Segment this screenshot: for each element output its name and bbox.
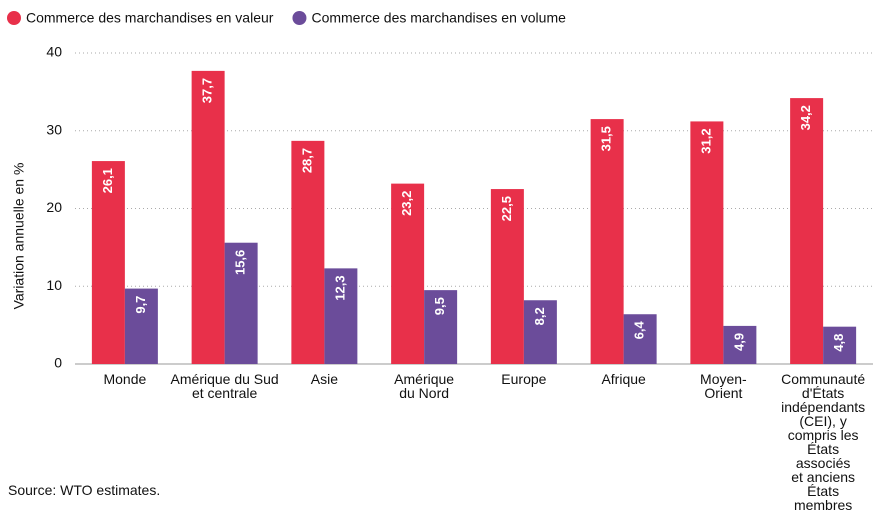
bar — [823, 326, 857, 364]
x-tick-label: Afrique — [601, 371, 646, 387]
data-label: 31,2 — [698, 128, 713, 153]
data-label: 31,5 — [599, 126, 614, 151]
legend-swatch — [292, 11, 307, 25]
source: Source: WTO estimates. — [8, 482, 161, 498]
data-label: 37,7 — [200, 78, 215, 103]
bar — [790, 98, 824, 364]
bar — [723, 325, 757, 364]
y-tick-label: 20 — [46, 199, 62, 215]
data-label: 15,6 — [233, 250, 248, 275]
data-label: 23,2 — [399, 191, 414, 216]
bar — [291, 140, 325, 364]
x-tick-label: Europe — [501, 371, 547, 387]
bar — [324, 268, 358, 364]
data-label: 8,2 — [532, 307, 547, 325]
bar — [623, 314, 657, 364]
bar — [690, 121, 724, 364]
bar — [590, 119, 624, 365]
bar — [191, 70, 225, 364]
x-tick-label: Amérique du Sud et centrale — [170, 371, 279, 401]
bar — [490, 189, 524, 364]
bar — [224, 242, 258, 364]
data-label: 9,5 — [432, 297, 447, 315]
data-label: 22,5 — [499, 196, 514, 221]
x-tick-label: Monde — [103, 371, 147, 387]
data-label: 26,1 — [100, 168, 115, 193]
legend-label: Commerce des marchandises en volume — [311, 10, 566, 26]
legend-label: Commerce des marchandises en valeur — [26, 10, 274, 26]
data-label: 6,4 — [632, 320, 647, 339]
data-label: 28,7 — [299, 148, 314, 173]
bar — [91, 161, 125, 364]
chart-svg: Variation annuelle en % 0 10 20 30 40 Commerc… — [7, 10, 873, 371]
x-tick-label: Amérique du Nord — [394, 371, 455, 401]
bar — [523, 300, 557, 364]
x-tick-label: Communauté d'États indépendants (CEI), y… — [781, 371, 866, 513]
data-label: 34,2 — [798, 105, 813, 130]
data-label: 4,8 — [831, 334, 846, 352]
data-label: 9,7 — [133, 296, 148, 314]
x-tick-label: Asie — [310, 371, 338, 387]
x-tick-label: Moyen- Orient — [700, 371, 747, 401]
y-tick-label: 0 — [54, 355, 62, 371]
chart: Variation annuelle en % 0 10 20 30 40 Commerc… — [7, 10, 873, 512]
bar — [424, 290, 458, 364]
bar — [391, 183, 425, 364]
y-axis-label: Variation annuelle en % — [11, 163, 27, 310]
data-label: 12,3 — [332, 275, 347, 300]
y-tick-label: 40 — [46, 44, 62, 60]
bar — [124, 288, 158, 364]
y-tick-label: 10 — [46, 277, 62, 293]
y-tick-label: 30 — [46, 121, 62, 137]
data-label: 4,9 — [731, 333, 746, 351]
legend-swatch — [7, 11, 21, 25]
